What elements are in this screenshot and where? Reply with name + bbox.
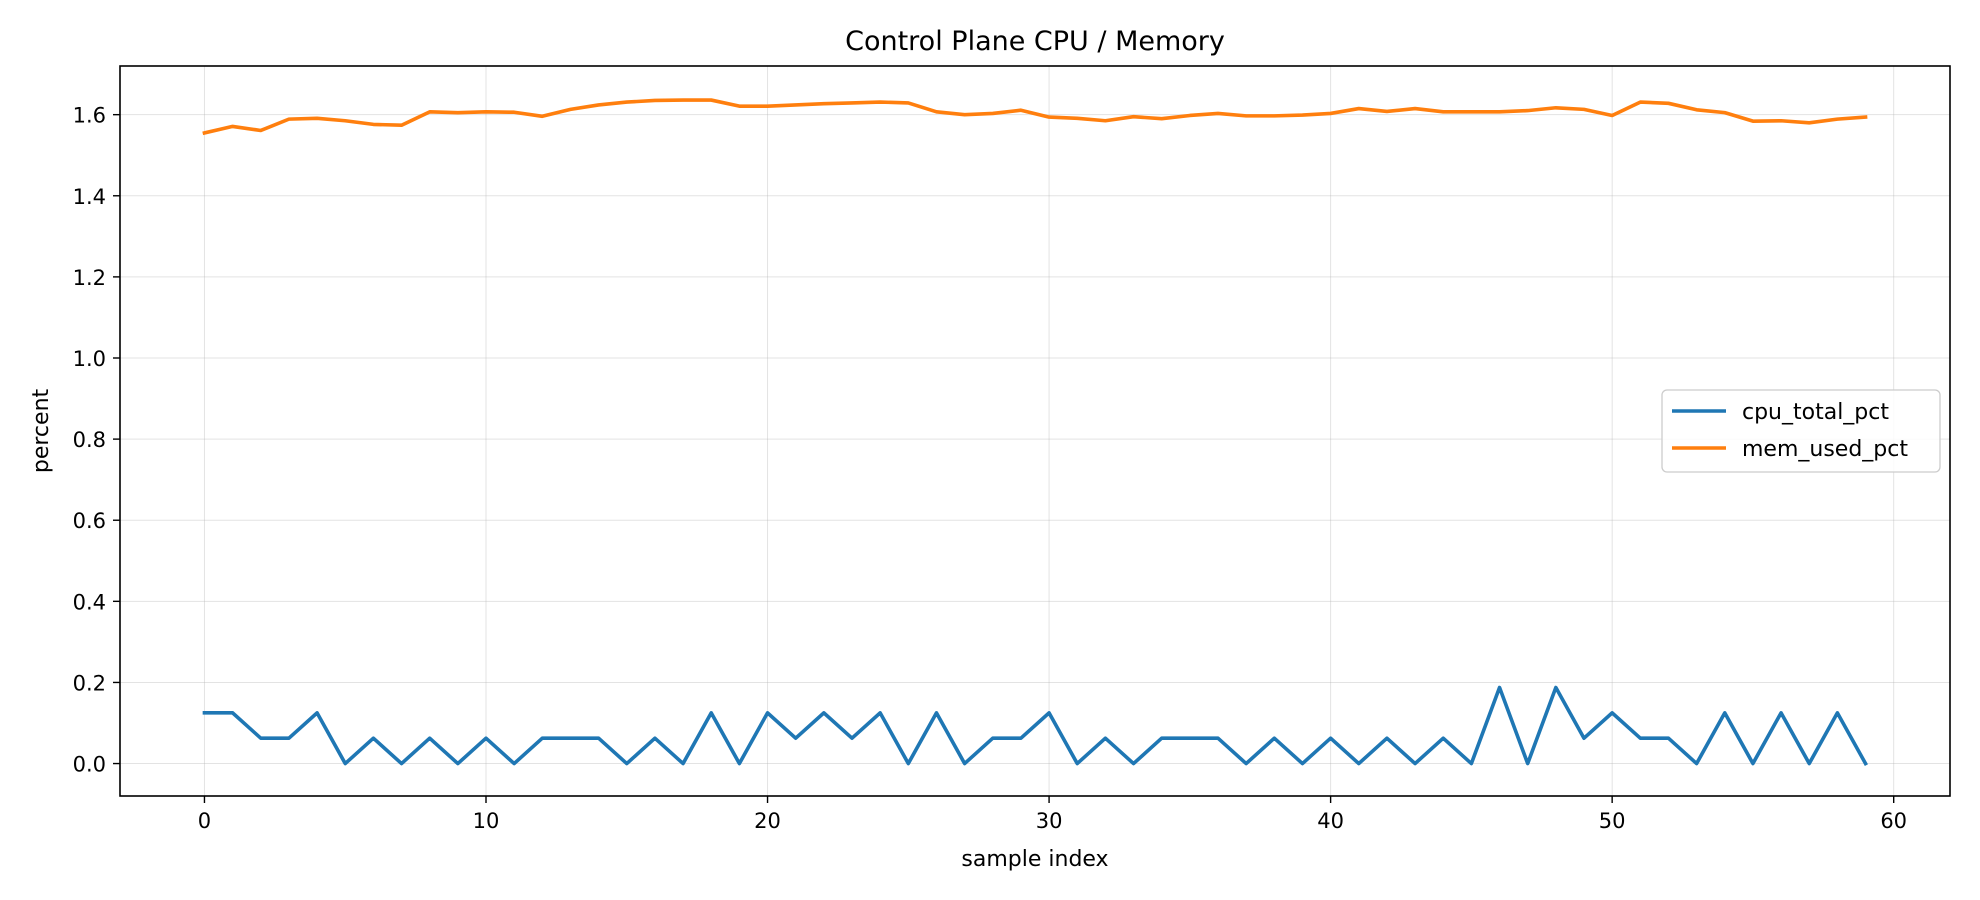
y-tick-label: 0.8 bbox=[73, 428, 106, 452]
axis-ticks: 0 10 20 30 40 50 60 0.0 0.2 0.4 0.6 0.8 1.0 1.2 1.4 1.6 bbox=[73, 104, 1907, 833]
series-line-cpu_total_pct bbox=[202, 685, 1868, 767]
y-tick-label: 1.2 bbox=[73, 266, 106, 290]
y-tick-label: 0.2 bbox=[73, 671, 106, 695]
series-line-mem_used_pct bbox=[202, 98, 1868, 136]
chart-title: Control Plane CPU / Memory bbox=[845, 26, 1225, 57]
y-axis-label: percent bbox=[29, 388, 54, 473]
legend-box bbox=[1661, 389, 1941, 473]
y-tick-label: 1.0 bbox=[73, 347, 106, 371]
x-tick-label: 60 bbox=[1880, 809, 1907, 833]
data-series bbox=[202, 98, 1868, 767]
plot-frame bbox=[119, 65, 1951, 797]
y-tick-label: 1.6 bbox=[73, 104, 106, 128]
x-tick-label: 30 bbox=[1036, 809, 1063, 833]
grid-lines bbox=[120, 66, 1950, 796]
x-tick-label: 20 bbox=[754, 809, 781, 833]
legend: cpu_total_pct mem_used_pct bbox=[1661, 389, 1941, 473]
y-tick-label: 0.6 bbox=[73, 509, 106, 533]
y-tick-label: 1.4 bbox=[73, 185, 106, 209]
x-tick-label: 50 bbox=[1599, 809, 1626, 833]
x-tick-label: 40 bbox=[1317, 809, 1344, 833]
y-tick-label: 0.4 bbox=[73, 590, 106, 614]
legend-label-cpu_total_pct: cpu_total_pct bbox=[1742, 400, 1889, 425]
x-tick-label: 10 bbox=[473, 809, 500, 833]
y-tick-label: 0.0 bbox=[73, 753, 106, 777]
x-axis-label: sample index bbox=[961, 847, 1108, 872]
x-tick-label: 0 bbox=[198, 809, 211, 833]
legend-label-mem_used_pct: mem_used_pct bbox=[1742, 437, 1908, 462]
